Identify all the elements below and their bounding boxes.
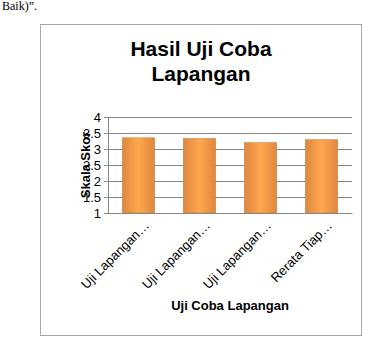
title-line: Hasil Uji Coba (130, 37, 272, 60)
bar (305, 140, 337, 213)
grid-line (108, 133, 352, 134)
chart: Baik)”.Hasil Uji CobaLapangan11.522.533.… (0, 0, 365, 337)
y-tick-label: 2 (94, 174, 101, 189)
annotation: Baik)”. (2, 0, 37, 13)
y-tick-mark (104, 165, 108, 166)
x-axis-line (109, 213, 353, 214)
y-tick: 4 (94, 110, 108, 125)
y-tick: 1 (94, 206, 108, 221)
bar (244, 143, 276, 213)
x-tick: Rerata Tiap… (268, 213, 335, 285)
y-tick-label: 1 (94, 206, 101, 221)
bar (122, 138, 154, 213)
x-axis-title: Uji Coba Lapangan (171, 298, 289, 313)
y-tick-mark (104, 133, 108, 134)
grid (108, 118, 352, 214)
bar (183, 138, 215, 213)
y-tick: 2 (94, 174, 108, 189)
x-axis: Uji Lapangan…Uji Lapangan…Uji Lapangan…R… (78, 213, 353, 292)
chart-frame (41, 25, 362, 336)
y-tick-mark (104, 197, 108, 198)
grid-line (108, 213, 352, 214)
title-line: Lapangan (151, 62, 250, 85)
x-tick-label: Rerata Tiap… (268, 218, 335, 285)
x-tick-label: Uji Lapangan… (200, 218, 274, 292)
y-tick-mark (104, 181, 108, 182)
title: Hasil Uji CobaLapangan (130, 37, 272, 85)
y-tick-mark (104, 117, 108, 118)
y-tick: 3 (94, 142, 108, 157)
y-tick-label: 3 (94, 142, 101, 157)
grid-line (108, 117, 352, 118)
y-tick-label: 4 (94, 110, 101, 125)
y-tick-mark (104, 213, 108, 214)
y-axis-title: Skala Skor (78, 132, 93, 199)
y-axis-line (104, 118, 109, 214)
x-tick: Uji Lapangan… (200, 213, 274, 292)
y-tick-mark (104, 149, 108, 150)
bars (122, 138, 337, 213)
